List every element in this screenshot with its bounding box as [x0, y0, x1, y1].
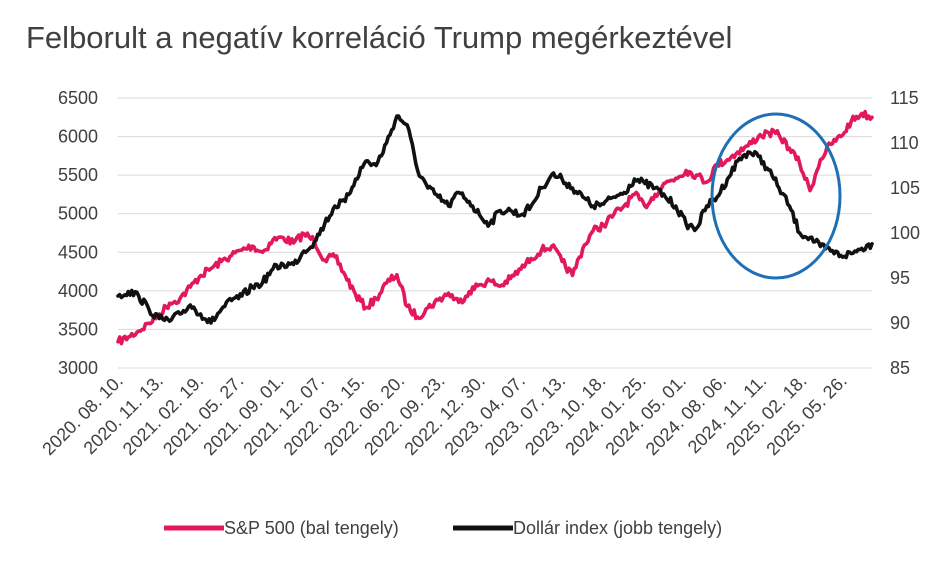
series-line-0	[116, 109, 874, 346]
left-tick-label: 5000	[58, 204, 98, 224]
annotation-ellipse	[710, 112, 842, 280]
right-tick-label: 85	[890, 358, 910, 378]
chart-title: Felborult a negatív korreláció Trump meg…	[26, 20, 733, 55]
x-axis-ticks: 2020. 08. 10.2020. 11. 13.2021. 02. 19.2…	[38, 371, 850, 459]
left-tick-label: 3000	[58, 358, 98, 378]
series-lines	[116, 109, 874, 346]
left-tick-label: 4000	[58, 281, 98, 301]
left-tick-label: 4500	[58, 242, 98, 262]
right-tick-label: 100	[890, 223, 920, 243]
right-tick-label: 95	[890, 268, 910, 288]
left-tick-label: 5500	[58, 165, 98, 185]
legend-label-0: S&P 500 (bal tengely)	[224, 518, 399, 538]
right-tick-label: 105	[890, 178, 920, 198]
right-tick-label: 110	[890, 133, 919, 153]
right-axis-ticks: 85 90 95 100 105 110 115	[890, 88, 920, 378]
left-tick-label: 6000	[58, 127, 98, 147]
legend-label-1: Dollár index (jobb tengely)	[513, 518, 722, 538]
chart-legend: S&P 500 (bal tengely) Dollár index (jobb …	[164, 518, 722, 538]
left-axis-ticks: 3000 3500 4000 4500 5000 5500 6000 6500	[58, 88, 98, 378]
left-tick-label: 6500	[58, 88, 98, 108]
highlight-ellipse	[710, 112, 842, 280]
right-tick-label: 90	[890, 313, 910, 333]
left-tick-label: 3500	[58, 319, 98, 339]
series-line-1	[116, 114, 874, 325]
right-tick-label: 115	[890, 88, 919, 108]
